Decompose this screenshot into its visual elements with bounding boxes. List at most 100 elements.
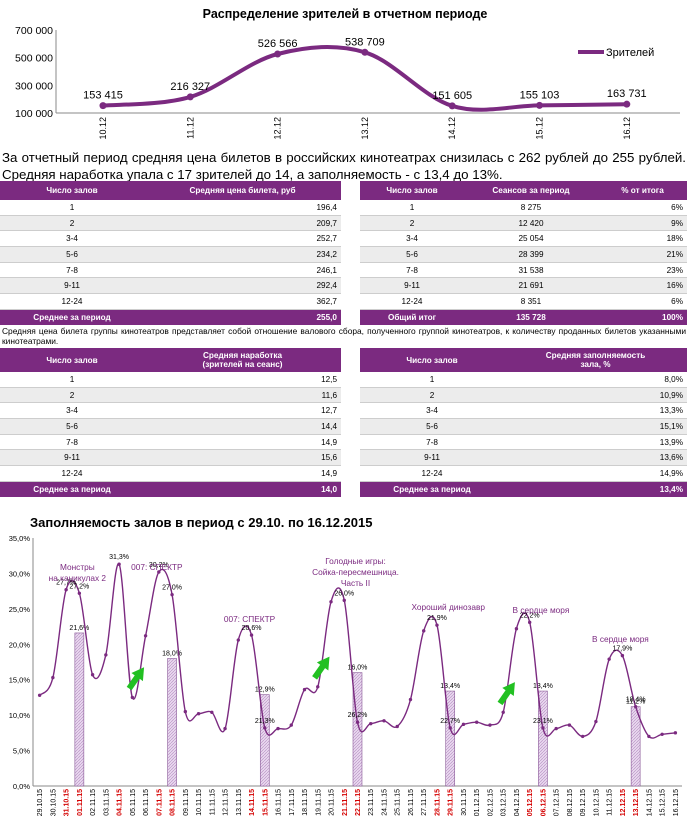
table-cell: 1 — [0, 372, 144, 388]
col-header-occupancy: Средняя заполняемость зала, % — [504, 348, 687, 372]
x-tick-label: 12.12.15 — [620, 789, 627, 816]
x-tick-label: 08.11.15 — [170, 789, 177, 816]
table-row: 9-11 15,6 — [0, 449, 341, 467]
col-header-sessions: Сеансов за период — [464, 181, 598, 200]
table-row: 5-6 28 399 21% — [360, 246, 687, 263]
table-footer-cell: 14,0 — [144, 481, 341, 497]
bar-label: 11,2% — [626, 699, 645, 706]
table-cell: 8 275 — [464, 200, 598, 216]
data-point — [210, 710, 214, 715]
col-header-viewers-line1: Средняя наработка — [202, 351, 282, 360]
col-header-occupancy-line1: Средняя заполняемость — [545, 351, 646, 360]
table-cell: 2 — [0, 387, 144, 404]
table-cell: 21% — [598, 246, 687, 263]
trend-arrow-shape — [312, 656, 330, 680]
table-cell: 9-11 — [0, 277, 144, 295]
table-footer-row: Среднее за период 255,0 — [0, 309, 341, 325]
x-tick-label: 30.10.15 — [50, 789, 57, 816]
table-row: 1 8,0% — [360, 372, 687, 388]
x-tick-label: 16.12.15 — [673, 789, 680, 816]
x-tick-label: 16.12 — [622, 117, 632, 140]
x-tick-label: 05.12.15 — [527, 789, 534, 816]
col-header-viewers: Средняя наработка (зрителей на сеанс) — [144, 348, 341, 372]
annotation-label: Хороший динозавр — [411, 602, 485, 612]
y-tick-label: 20,0% — [9, 640, 31, 649]
data-point — [435, 623, 439, 627]
sessions-table: Число залов Сеансов за период % от итога… — [360, 181, 687, 325]
col-header-occupancy-line2: зала, % — [580, 360, 611, 369]
y-tick-label: 15,0% — [9, 676, 31, 685]
x-tick-label: 11.12.15 — [607, 789, 614, 816]
data-point — [263, 726, 267, 730]
data-point — [104, 653, 108, 657]
table-cell: 15,1% — [504, 418, 687, 435]
data-point — [647, 734, 651, 739]
point-label: 23,1% — [533, 718, 553, 725]
table-cell: 1 — [360, 372, 504, 388]
col-header-percent: % от итога — [598, 181, 687, 200]
x-tick-label: 06.12.15 — [540, 789, 547, 816]
data-point — [37, 693, 42, 698]
table-row: 9-11 21 691 16% — [360, 277, 687, 295]
x-tick-label: 01.12.15 — [474, 789, 481, 816]
table-cell: 25 054 — [464, 230, 598, 248]
table-cell: 12 420 — [464, 215, 598, 232]
annotation-label: Монстры — [60, 562, 95, 572]
point-label: 27,7% — [56, 580, 76, 587]
data-point — [501, 710, 505, 715]
x-tick-label: 13.12 — [360, 117, 370, 140]
table-row: 5-6 15,1% — [360, 418, 687, 435]
table-cell: 14,9 — [144, 465, 341, 482]
table-cell: 14,4 — [144, 418, 341, 435]
viewers-chart: Распределение зрителей в отчетном период… — [15, 7, 680, 140]
x-tick-label: 07.11.15 — [156, 789, 163, 816]
table-cell: 2 — [360, 215, 464, 232]
data-point — [130, 695, 135, 700]
x-tick-label: 31.10.15 — [64, 789, 71, 816]
data-point — [342, 598, 346, 603]
table-row: 3-4 12,7 — [0, 402, 341, 420]
x-tick-label: 04.11.15 — [117, 789, 124, 816]
data-point — [170, 592, 174, 597]
data-point — [594, 719, 598, 724]
x-tick-label: 02.12.15 — [487, 789, 494, 816]
x-tick-label: 15.11.15 — [262, 789, 269, 816]
data-point — [64, 588, 68, 592]
x-tick-label: 15.12.15 — [660, 789, 667, 816]
table-cell: 31 538 — [464, 262, 598, 279]
table-cell: 8,0% — [504, 372, 687, 388]
data-point — [361, 48, 369, 56]
x-tick-label: 05.11.15 — [130, 789, 137, 816]
data-point — [541, 726, 545, 730]
table-footer-cell: Общий итог — [360, 309, 464, 325]
data-point — [183, 709, 188, 714]
data-point — [554, 726, 558, 731]
occupancy-chart: Заполняемость залов в период с 29.10. по… — [9, 515, 682, 816]
table-footer-cell: 13,4% — [504, 481, 687, 497]
table-row: 1 196,4 — [0, 200, 341, 216]
x-tick-label: 22.11.15 — [355, 789, 362, 816]
data-label: 155 103 — [520, 89, 560, 101]
data-point — [223, 726, 227, 731]
viewers-per-session-table: Число залов Средняя наработка (зрителей … — [0, 348, 341, 497]
y-tick-label: 500 000 — [15, 53, 53, 65]
x-tick-label: 13.12.15 — [633, 789, 640, 816]
table-footer-row: Среднее за период 14,0 — [0, 481, 341, 497]
bar — [259, 694, 270, 787]
table-row: 12-24 362,7 — [0, 293, 341, 310]
table-cell: 2 — [360, 387, 504, 404]
data-point — [249, 633, 254, 637]
table-cell: 9-11 — [360, 449, 504, 467]
annotation-label: Часть II — [341, 578, 370, 588]
y-tick-label: 10,0% — [9, 711, 31, 720]
x-tick-label: 06.11.15 — [143, 789, 150, 816]
table-cell: 7-8 — [360, 262, 464, 279]
annotation-label: 007: СПЕКТР — [131, 562, 183, 572]
table-cell: 5-6 — [360, 246, 464, 263]
annotation-label: Сойка-пересмешница. — [312, 567, 399, 577]
x-tick-label: 19.11.15 — [315, 789, 322, 816]
table-cell: 18% — [598, 230, 687, 248]
data-point — [302, 687, 307, 692]
table-row: 3-4 25 054 18% — [360, 230, 687, 248]
table-row: 3-4 13,3% — [360, 402, 687, 420]
